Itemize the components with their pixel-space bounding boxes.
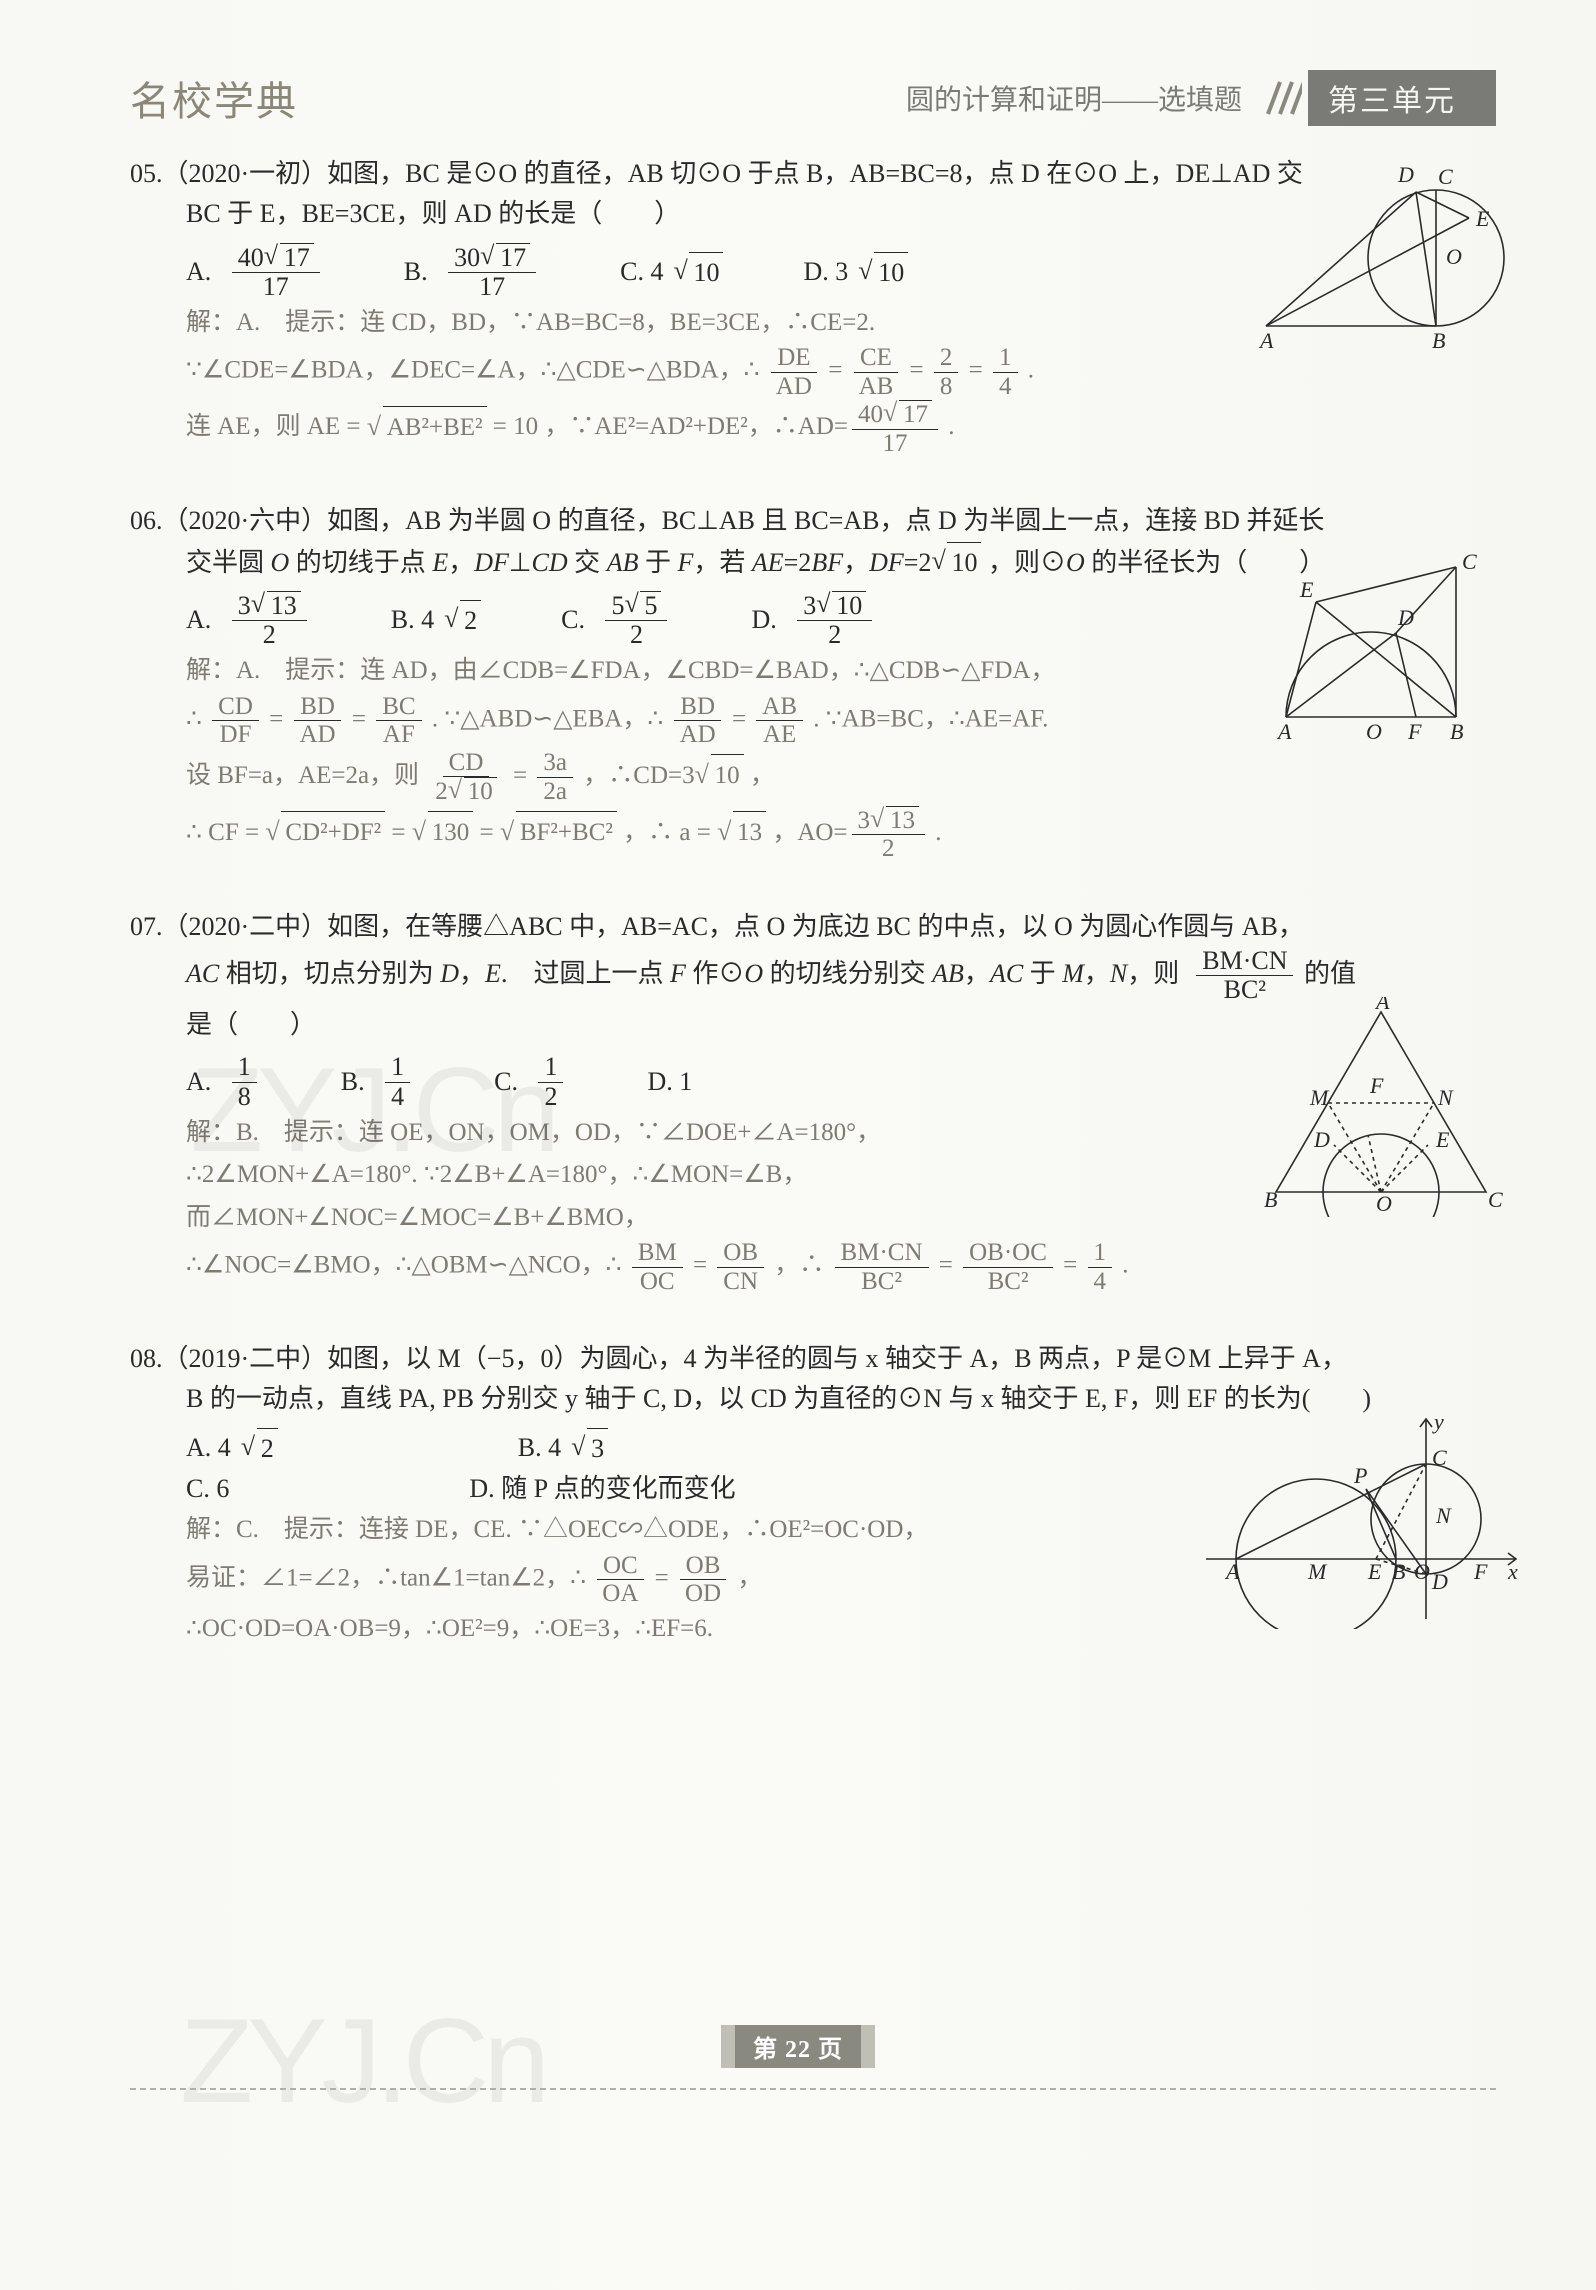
source-tag: （2020·二中） (163, 912, 328, 941)
svg-text:D: D (1397, 162, 1414, 187)
stem-text: 如图，以 M（−5，0）为圆心，4 为半径的圆与 x 轴交于 A，B 两点，P … (327, 1344, 1347, 1373)
svg-text:F: F (1407, 719, 1422, 744)
svg-text:D: D (1313, 1127, 1330, 1152)
problem-number: 07. (130, 912, 163, 941)
page-number: 第 22 页 (721, 2025, 875, 2068)
svg-text:O: O (1414, 1559, 1430, 1584)
svg-text:C: C (1438, 164, 1453, 189)
svg-text:N: N (1435, 1503, 1452, 1528)
problem-08: 08.（2019·二中）如图，以 M（−5，0）为圆心，4 为半径的圆与 x 轴… (130, 1339, 1496, 1650)
figure-08: A B C D E F M N O P x y (1196, 1409, 1526, 1629)
option-d: D. 1 (647, 1053, 692, 1111)
option-b: B. 42 (391, 591, 481, 650)
svg-text:C: C (1432, 1445, 1447, 1470)
stem-text: 如图，BC 是⊙O 的直径，AB 切⊙O 于点 B，AB=BC=8，点 D 在⊙… (327, 159, 1303, 188)
book-title: 名校学典 (130, 69, 298, 127)
stem-line: 06.（2020·六中）如图，AB 为半圆 O 的直径，BC⊥AB 且 BC=A… (130, 501, 1496, 541)
svg-text:M: M (1307, 1559, 1328, 1584)
svg-text:B: B (1264, 1187, 1277, 1212)
stem-line: 08.（2019·二中）如图，以 M（−5，0）为圆心，4 为半径的圆与 x 轴… (130, 1339, 1496, 1379)
svg-text:x: x (1507, 1559, 1518, 1584)
solution-line: 连 AE，则 AE = AB²+BE² = 10 ，∵AE²=AD²+DE²，∴… (186, 400, 1496, 457)
svg-text:A: A (1276, 719, 1292, 744)
problem-06: 06.（2020·六中）如图，AB 为半圆 O 的直径，BC⊥AB 且 BC=A… (130, 501, 1496, 862)
footer-rule (130, 2088, 1496, 2090)
svg-text:E: E (1435, 1127, 1450, 1152)
svg-text:B: B (1450, 719, 1463, 744)
svg-text:O: O (1366, 719, 1382, 744)
option-a: A. 42 (186, 1428, 278, 1469)
option-c: C. 410 (620, 243, 723, 302)
svg-text:E: E (1475, 206, 1490, 231)
stem-text: 如图，AB 为半圆 O 的直径，BC⊥AB 且 BC=AB，点 D 为半圆上一点… (327, 506, 1324, 535)
problem-number: 05. (130, 159, 163, 188)
svg-text:B: B (1392, 1559, 1405, 1584)
option-b: B. 43 (518, 1428, 608, 1469)
problem-07: 07.（2020·二中）如图，在等腰△ABC 中，AB=AC，点 O 为底边 B… (130, 907, 1496, 1295)
source-tag: （2020·六中） (163, 506, 328, 535)
svg-text:E: E (1367, 1559, 1382, 1584)
svg-text:F: F (1369, 1073, 1384, 1098)
option-c: C. 6 (186, 1469, 229, 1509)
option-b: B. 14 (341, 1053, 414, 1111)
stem-text: 如图，在等腰△ABC 中，AB=AC，点 O 为底边 BC 的中点，以 O 为圆… (327, 912, 1304, 941)
page-header: 名校学典 圆的计算和证明——选填题 第三单元 (130, 70, 1496, 126)
option-b: B. 301717 (404, 243, 540, 302)
section-title: 圆的计算和证明——选填题 (892, 76, 1256, 120)
problem-05: 05.（2020·一初）如图，BC 是⊙O 的直径，AB 切⊙O 于点 B，AB… (130, 154, 1496, 457)
option-a: A. 401717 (186, 243, 324, 302)
source-tag: （2020·一初） (163, 159, 328, 188)
unit-tag: 第三单元 (1308, 70, 1496, 126)
option-d: D. 3102 (751, 591, 876, 650)
slash-decor (1262, 80, 1302, 116)
option-c: C. 552 (561, 591, 671, 650)
option-d: D. 310 (803, 243, 908, 302)
svg-text:C: C (1488, 1187, 1503, 1212)
figure-05: A B C D E O (1246, 148, 1506, 368)
solution-line: ∴∠NOC=∠BMO，∴△OBM∽△NCO，∴ BMOC = OBCN ，∴ B… (186, 1239, 1496, 1295)
problem-number: 06. (130, 506, 163, 535)
svg-text:A: A (1374, 997, 1390, 1014)
svg-text:F: F (1473, 1559, 1488, 1584)
svg-text:B: B (1432, 328, 1445, 353)
problem-number: 08. (130, 1344, 163, 1373)
option-d: D. 随 P 点的变化而变化 (469, 1469, 735, 1509)
source-tag: （2019·二中） (163, 1344, 328, 1373)
option-a: A. 18 (186, 1053, 261, 1111)
svg-text:P: P (1353, 1463, 1367, 1488)
svg-text:E: E (1299, 577, 1314, 602)
svg-text:M: M (1309, 1085, 1330, 1110)
svg-text:O: O (1446, 244, 1462, 269)
solution-line: ∴ CF = CD²+DF² = 130 = BF²+BC² ，∴ a = 13… (186, 806, 1496, 863)
figure-06: A B C D E F O (1256, 547, 1506, 757)
header-right: 圆的计算和证明——选填题 第三单元 (892, 70, 1496, 126)
svg-text:A: A (1224, 1559, 1240, 1584)
option-a: A. 3132 (186, 591, 311, 650)
svg-text:D: D (1397, 605, 1414, 630)
page-footer: 第 22 页 (0, 2025, 1596, 2090)
figure-07: A B C D E F M N O (1256, 997, 1506, 1217)
svg-text:A: A (1258, 328, 1274, 353)
svg-text:D: D (1431, 1569, 1448, 1594)
svg-text:N: N (1437, 1085, 1454, 1110)
svg-text:y: y (1432, 1409, 1444, 1434)
svg-text:C: C (1462, 549, 1477, 574)
svg-text:O: O (1376, 1191, 1392, 1216)
stem-line: 07.（2020·二中）如图，在等腰△ABC 中，AB=AC，点 O 为底边 B… (130, 907, 1496, 947)
option-c: C. 12 (494, 1053, 567, 1111)
